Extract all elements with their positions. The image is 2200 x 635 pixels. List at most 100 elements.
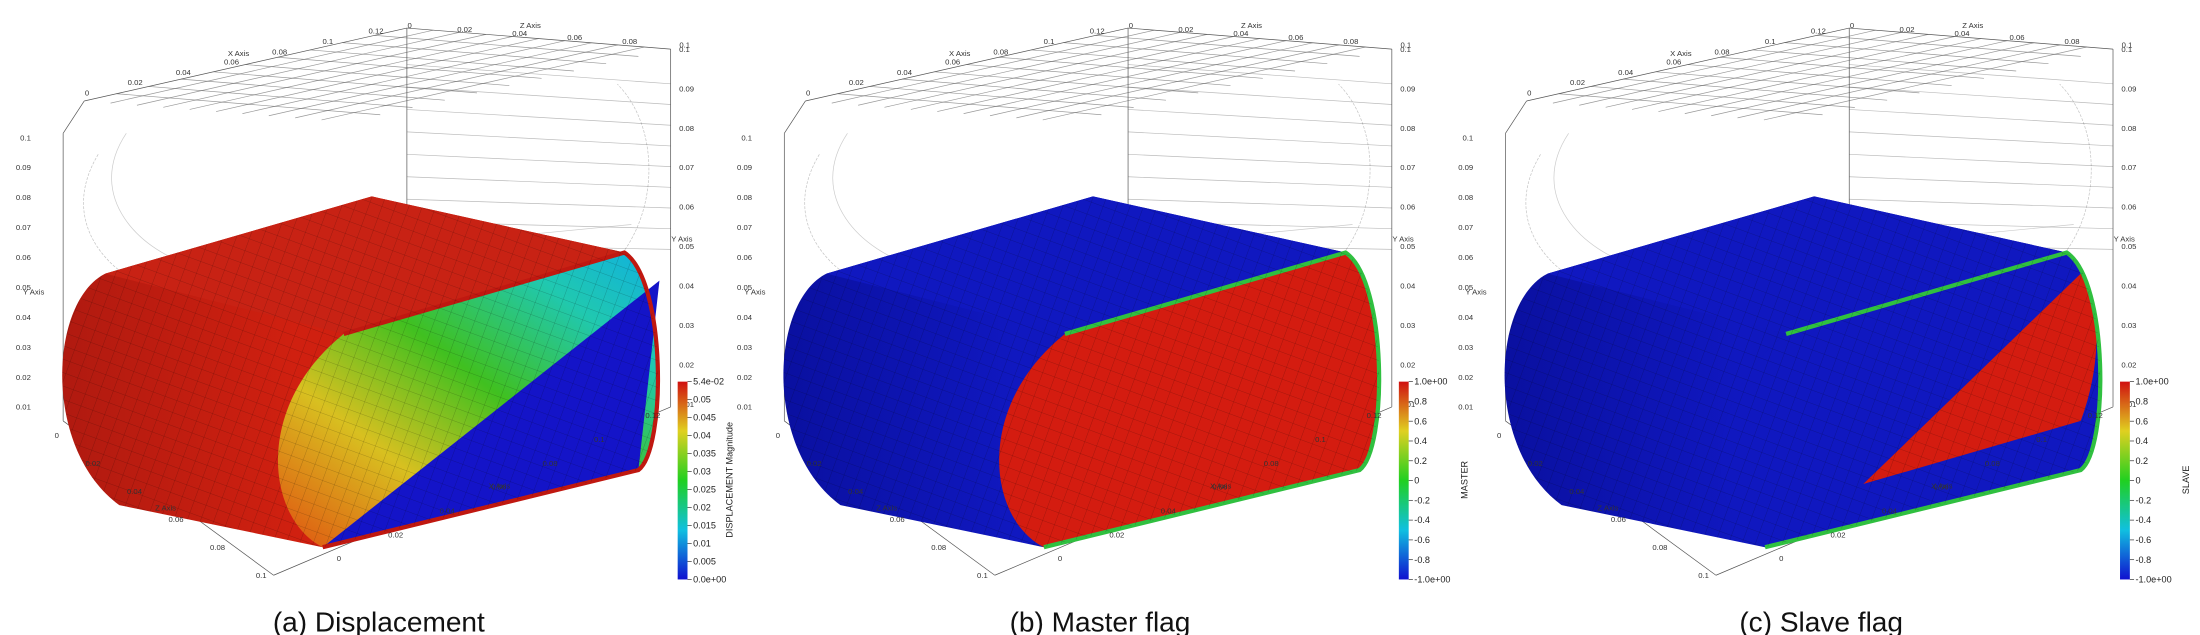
panel: 0 0.02 0.04 0.06 0.08 0.1 0.12 0 0.02 0.04 0.06 0.0…	[16, 21, 735, 635]
grid-line	[1711, 42, 2034, 117]
grid-line	[1849, 153, 2114, 167]
axis-title: Z Axis	[1962, 21, 1983, 30]
grid-line	[1737, 44, 2061, 119]
z-tick-label: 0.1	[1698, 571, 1709, 580]
z-tick-label: 0.06	[890, 515, 905, 524]
x-tick-label: 0	[1527, 88, 1531, 97]
x-tick-label: 0.02	[849, 78, 864, 87]
axis-title: Y Axis	[23, 288, 44, 297]
colorbar-tick-label: -1.0e+00	[2135, 575, 2171, 585]
colorbar-tick-label: 0.2	[2135, 456, 2148, 466]
z-tick-label: 0	[1497, 431, 1501, 440]
axis-title: Y Axis	[671, 234, 692, 243]
y-tick-label: 0.07	[1458, 223, 1473, 232]
colorbar-tick-label: 0.025	[693, 485, 716, 495]
x-tick-label: 0.02	[1570, 78, 1585, 87]
z-tick-label: 0.02	[1528, 459, 1543, 468]
axis-title: X Axis	[1931, 481, 1953, 490]
x-tick-label: 0.1	[594, 435, 605, 444]
grid-line	[1684, 40, 2008, 114]
y-tick-label: 0.05	[679, 242, 694, 251]
grid-line	[1128, 86, 1392, 105]
y-tick-label: 0.02	[679, 360, 694, 369]
y-tick-label: 0.01	[1458, 403, 1473, 412]
colorbar-tick-label: -0.2	[1414, 495, 1430, 505]
colorbar-title: DISPLACEMENT Magnitude	[724, 422, 734, 538]
colorbar-tick-label: -0.8	[2135, 555, 2151, 565]
z-tick-label: 0.06	[169, 515, 184, 524]
colorbar-tick-label: 5.4e-02	[693, 377, 724, 387]
grid-line	[1128, 109, 1392, 126]
colorbar-tick-label: 1.0e+00	[2135, 377, 2168, 387]
z-tick-label: 0	[1850, 21, 1854, 30]
y-tick-label: 0.08	[16, 193, 31, 202]
y-tick-label: 0.03	[679, 321, 694, 330]
axis-title: Z Axis	[876, 504, 897, 513]
mesh-overlay	[1504, 196, 2101, 548]
z-tick-label: 0.02	[1900, 25, 1915, 34]
colorbar-tick-label: 0	[1414, 476, 1419, 486]
y-tick-label: 0.06	[2121, 203, 2136, 212]
wireframe	[783, 27, 1393, 576]
x-tick-label: 0.1	[1044, 37, 1055, 46]
x-tick-label: 0.02	[1831, 530, 1846, 539]
y-tick-label: 0.07	[16, 223, 31, 232]
grid-line	[277, 56, 542, 79]
x-tick-label: 0.12	[369, 27, 384, 36]
x-tick-label: 0	[1779, 554, 1783, 563]
z-tick-label: 0.08	[622, 37, 637, 46]
y-tick-label: 0.07	[679, 163, 694, 172]
colorbar-tick-label: -0.4	[2135, 515, 2151, 525]
axis-title: Z Axis	[1597, 504, 1618, 513]
x-tick-label: 0.08	[1985, 459, 2000, 468]
y-tick-label: 0.03	[1400, 321, 1415, 330]
y-tick-label: 0.09	[2121, 84, 2136, 93]
z-tick-label: 0	[408, 21, 412, 30]
y-tick-label: 0.02	[16, 373, 31, 382]
caption: (c) Slave flag	[1739, 606, 1903, 635]
colorbar-tick-label: 0.045	[693, 413, 716, 423]
axis-title: Z Axis	[520, 21, 541, 30]
grid-line	[1016, 44, 1340, 119]
colorbar-tick-label: 1.0e+00	[1414, 377, 1447, 387]
z-tick-label: 0.1	[1401, 41, 1412, 50]
grid-line	[1784, 42, 2049, 65]
y-tick-label: 0.07	[737, 223, 752, 232]
y-tick-label: 0.03	[1458, 343, 1473, 352]
y-tick-label: 0.08	[679, 124, 694, 133]
box-edge	[784, 100, 806, 134]
grid-line	[963, 40, 1287, 114]
x-tick-label: 0.1	[1315, 435, 1326, 444]
y-tick-label: 0.08	[2121, 124, 2136, 133]
y-tick-label: 0.09	[679, 84, 694, 93]
grid-line	[1849, 86, 2114, 105]
y-tick-label: 0.1	[1400, 45, 1411, 54]
colorbar-tick-label: 0.0e+00	[693, 575, 726, 585]
grid-line	[321, 46, 645, 121]
z-tick-label: 0.04	[1569, 487, 1585, 496]
grid-line	[406, 86, 671, 105]
x-tick-label: 0.06	[1212, 483, 1227, 492]
y-tick-label: 0.06	[737, 253, 752, 262]
y-tick-label: 0.08	[1400, 124, 1415, 133]
grid-line	[1063, 42, 1328, 65]
y-tick-label: 0.1	[20, 133, 31, 142]
grid-line	[1720, 56, 1984, 79]
colorbar-tick-label: -0.6	[1414, 535, 1430, 545]
axis-title: X Axis	[228, 49, 250, 58]
y-tick-label: 0.05	[737, 283, 752, 292]
grid-line	[1128, 176, 1392, 188]
x-tick-label: 0.04	[1161, 507, 1177, 516]
x-tick-label: 0.06	[1666, 58, 1681, 67]
caption: (b) Master flag	[1010, 606, 1191, 635]
z-tick-label: 0.04	[512, 29, 528, 38]
colorbar-tick-label: 0	[2135, 476, 2140, 486]
grid-line	[1658, 38, 1982, 112]
x-tick-label: 0.06	[491, 483, 506, 492]
y-tick-label: 0.04	[1458, 313, 1474, 322]
z-tick-label: 0.02	[85, 459, 100, 468]
grid-line	[1128, 198, 1392, 209]
colorbar-title: SLAVE	[2181, 465, 2191, 494]
grid-line	[1763, 46, 2087, 121]
